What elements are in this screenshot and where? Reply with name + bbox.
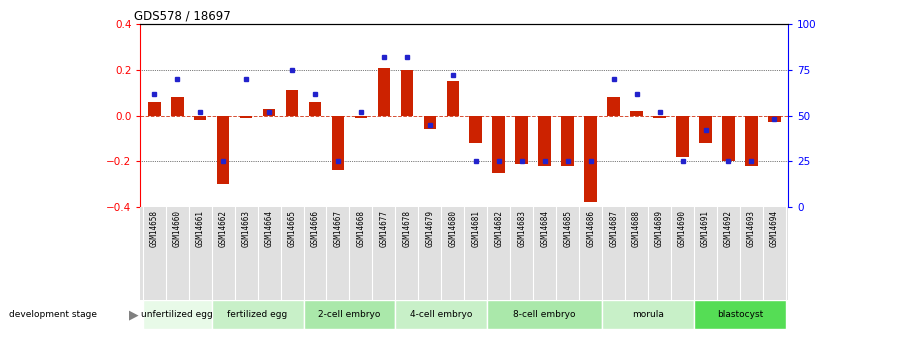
Text: GSM14683: GSM14683 bbox=[517, 210, 526, 247]
Bar bbox=[240, 116, 253, 118]
Text: GSM14658: GSM14658 bbox=[149, 210, 159, 247]
Text: blastocyst: blastocyst bbox=[717, 310, 763, 319]
Text: GSM14685: GSM14685 bbox=[564, 210, 573, 247]
Bar bbox=[332, 116, 344, 170]
Bar bbox=[699, 116, 712, 143]
Bar bbox=[694, 300, 786, 329]
Text: GSM14691: GSM14691 bbox=[701, 210, 710, 247]
Text: GSM14684: GSM14684 bbox=[540, 210, 549, 247]
Bar bbox=[469, 116, 482, 143]
Bar bbox=[263, 109, 275, 116]
Text: GSM14682: GSM14682 bbox=[495, 210, 503, 247]
Text: GSM14666: GSM14666 bbox=[311, 210, 320, 247]
Text: GSM14693: GSM14693 bbox=[747, 210, 756, 247]
Bar bbox=[562, 116, 574, 166]
Text: GSM14660: GSM14660 bbox=[173, 210, 182, 247]
Text: development stage: development stage bbox=[9, 310, 97, 319]
Bar bbox=[584, 116, 597, 203]
Bar bbox=[395, 300, 487, 329]
Text: GSM14665: GSM14665 bbox=[287, 210, 296, 247]
Text: 2-cell embryo: 2-cell embryo bbox=[318, 310, 381, 319]
Bar bbox=[285, 90, 298, 116]
Text: 4-cell embryo: 4-cell embryo bbox=[410, 310, 473, 319]
Text: GSM14664: GSM14664 bbox=[265, 210, 274, 247]
Text: GSM14687: GSM14687 bbox=[609, 210, 618, 247]
Bar bbox=[745, 116, 757, 166]
Text: GSM14694: GSM14694 bbox=[770, 210, 779, 247]
Bar bbox=[212, 300, 304, 329]
Text: GSM14681: GSM14681 bbox=[471, 210, 480, 247]
Bar bbox=[400, 70, 413, 116]
Text: GSM14692: GSM14692 bbox=[724, 210, 733, 247]
Text: GDS578 / 18697: GDS578 / 18697 bbox=[134, 10, 231, 23]
Text: GSM14667: GSM14667 bbox=[333, 210, 342, 247]
Text: morula: morula bbox=[632, 310, 664, 319]
Text: GSM14678: GSM14678 bbox=[402, 210, 411, 247]
Text: GSM14686: GSM14686 bbox=[586, 210, 595, 247]
Text: GSM14668: GSM14668 bbox=[356, 210, 365, 247]
Bar bbox=[171, 97, 184, 116]
Bar bbox=[538, 116, 551, 166]
Text: GSM14690: GSM14690 bbox=[678, 210, 687, 247]
Bar bbox=[194, 116, 207, 120]
Bar bbox=[447, 81, 459, 116]
Bar bbox=[607, 97, 620, 116]
Text: GSM14679: GSM14679 bbox=[426, 210, 434, 247]
Bar bbox=[602, 300, 694, 329]
Text: 8-cell embryo: 8-cell embryo bbox=[514, 310, 576, 319]
Bar bbox=[378, 68, 390, 116]
Bar bbox=[304, 300, 395, 329]
Text: GSM14688: GSM14688 bbox=[632, 210, 641, 247]
Text: GSM14661: GSM14661 bbox=[196, 210, 205, 247]
Bar bbox=[722, 116, 735, 161]
Text: GSM14662: GSM14662 bbox=[218, 210, 227, 247]
Bar bbox=[143, 300, 212, 329]
Text: unfertilized egg: unfertilized egg bbox=[141, 310, 213, 319]
Text: GSM14677: GSM14677 bbox=[380, 210, 389, 247]
Bar bbox=[653, 116, 666, 118]
Bar bbox=[768, 116, 781, 122]
Text: GSM14663: GSM14663 bbox=[242, 210, 251, 247]
Bar bbox=[309, 102, 322, 116]
Bar bbox=[217, 116, 229, 184]
Bar bbox=[487, 300, 602, 329]
Bar bbox=[148, 102, 160, 116]
Bar bbox=[354, 116, 367, 118]
Bar bbox=[493, 116, 506, 173]
Text: GSM14689: GSM14689 bbox=[655, 210, 664, 247]
Bar bbox=[676, 116, 689, 157]
Bar bbox=[631, 111, 643, 116]
Text: GSM14680: GSM14680 bbox=[448, 210, 458, 247]
Text: ▶: ▶ bbox=[129, 308, 139, 321]
Bar bbox=[423, 116, 436, 129]
Bar bbox=[516, 116, 528, 164]
Text: fertilized egg: fertilized egg bbox=[227, 310, 288, 319]
